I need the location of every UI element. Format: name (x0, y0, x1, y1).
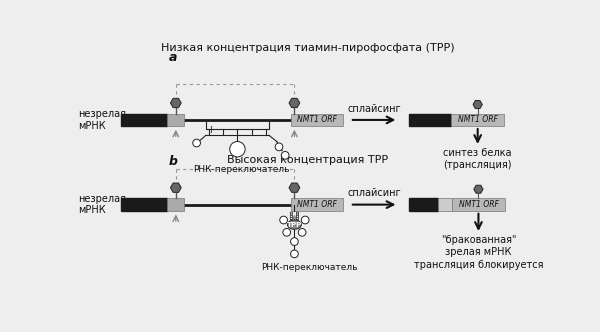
Text: сплайсинг: сплайсинг (347, 189, 401, 199)
Text: РНК-переключатель: РНК-переключатель (262, 263, 358, 272)
Circle shape (281, 151, 289, 159)
Text: трансляция блокируется: трансляция блокируется (413, 260, 543, 270)
Bar (452, 199, 505, 211)
Text: b: b (169, 155, 178, 168)
Circle shape (290, 212, 292, 214)
Bar (121, 199, 167, 211)
Circle shape (296, 215, 299, 218)
Polygon shape (473, 101, 482, 109)
Circle shape (296, 214, 299, 216)
Circle shape (290, 215, 292, 218)
Text: ТРР: ТРР (287, 222, 302, 228)
Circle shape (296, 212, 299, 214)
Polygon shape (289, 98, 300, 108)
Text: NMT1 ORF: NMT1 ORF (297, 200, 337, 209)
Circle shape (290, 250, 298, 258)
Text: Высокая концентрация ТРР: Высокая концентрация ТРР (227, 155, 388, 165)
Bar (290, 199, 343, 211)
Text: Низкая концентрация тиамин-пирофосфата (ТРР): Низкая концентрация тиамин-пирофосфата (… (161, 43, 454, 53)
Text: незрелая
мРНК: незрелая мРНК (78, 194, 126, 215)
Ellipse shape (287, 220, 301, 229)
Bar (409, 114, 451, 126)
Circle shape (298, 228, 306, 236)
Circle shape (290, 238, 298, 245)
Circle shape (296, 217, 299, 220)
Text: сплайсинг: сплайсинг (347, 104, 401, 114)
Circle shape (296, 219, 299, 222)
Circle shape (280, 216, 287, 224)
Circle shape (301, 216, 309, 224)
Circle shape (193, 139, 200, 147)
Bar (167, 114, 184, 126)
Circle shape (290, 217, 292, 220)
Bar (439, 199, 452, 211)
Polygon shape (474, 185, 483, 193)
Text: синтез белка
(трансляция): синтез белка (трансляция) (443, 148, 512, 170)
Polygon shape (289, 183, 300, 192)
Bar (409, 199, 439, 211)
Circle shape (290, 214, 292, 216)
Circle shape (230, 141, 245, 157)
Text: NMT1 ORF: NMT1 ORF (458, 116, 497, 124)
Bar (451, 114, 504, 126)
Text: a: a (169, 51, 177, 64)
Text: РНК-переключатель: РНК-переключатель (193, 165, 290, 174)
Bar (121, 114, 167, 126)
Text: NMT1 ORF: NMT1 ORF (458, 200, 499, 209)
Text: "бракованная"
зрелая мРНК: "бракованная" зрелая мРНК (440, 235, 516, 257)
Polygon shape (170, 183, 181, 192)
Text: NMT1 ORF: NMT1 ORF (297, 116, 337, 124)
Circle shape (290, 219, 292, 222)
Circle shape (283, 228, 290, 236)
Text: незрелая
мРНК: незрелая мРНК (78, 109, 126, 131)
Bar (167, 199, 184, 211)
Circle shape (275, 143, 283, 151)
Polygon shape (170, 98, 181, 108)
Bar (290, 114, 343, 126)
